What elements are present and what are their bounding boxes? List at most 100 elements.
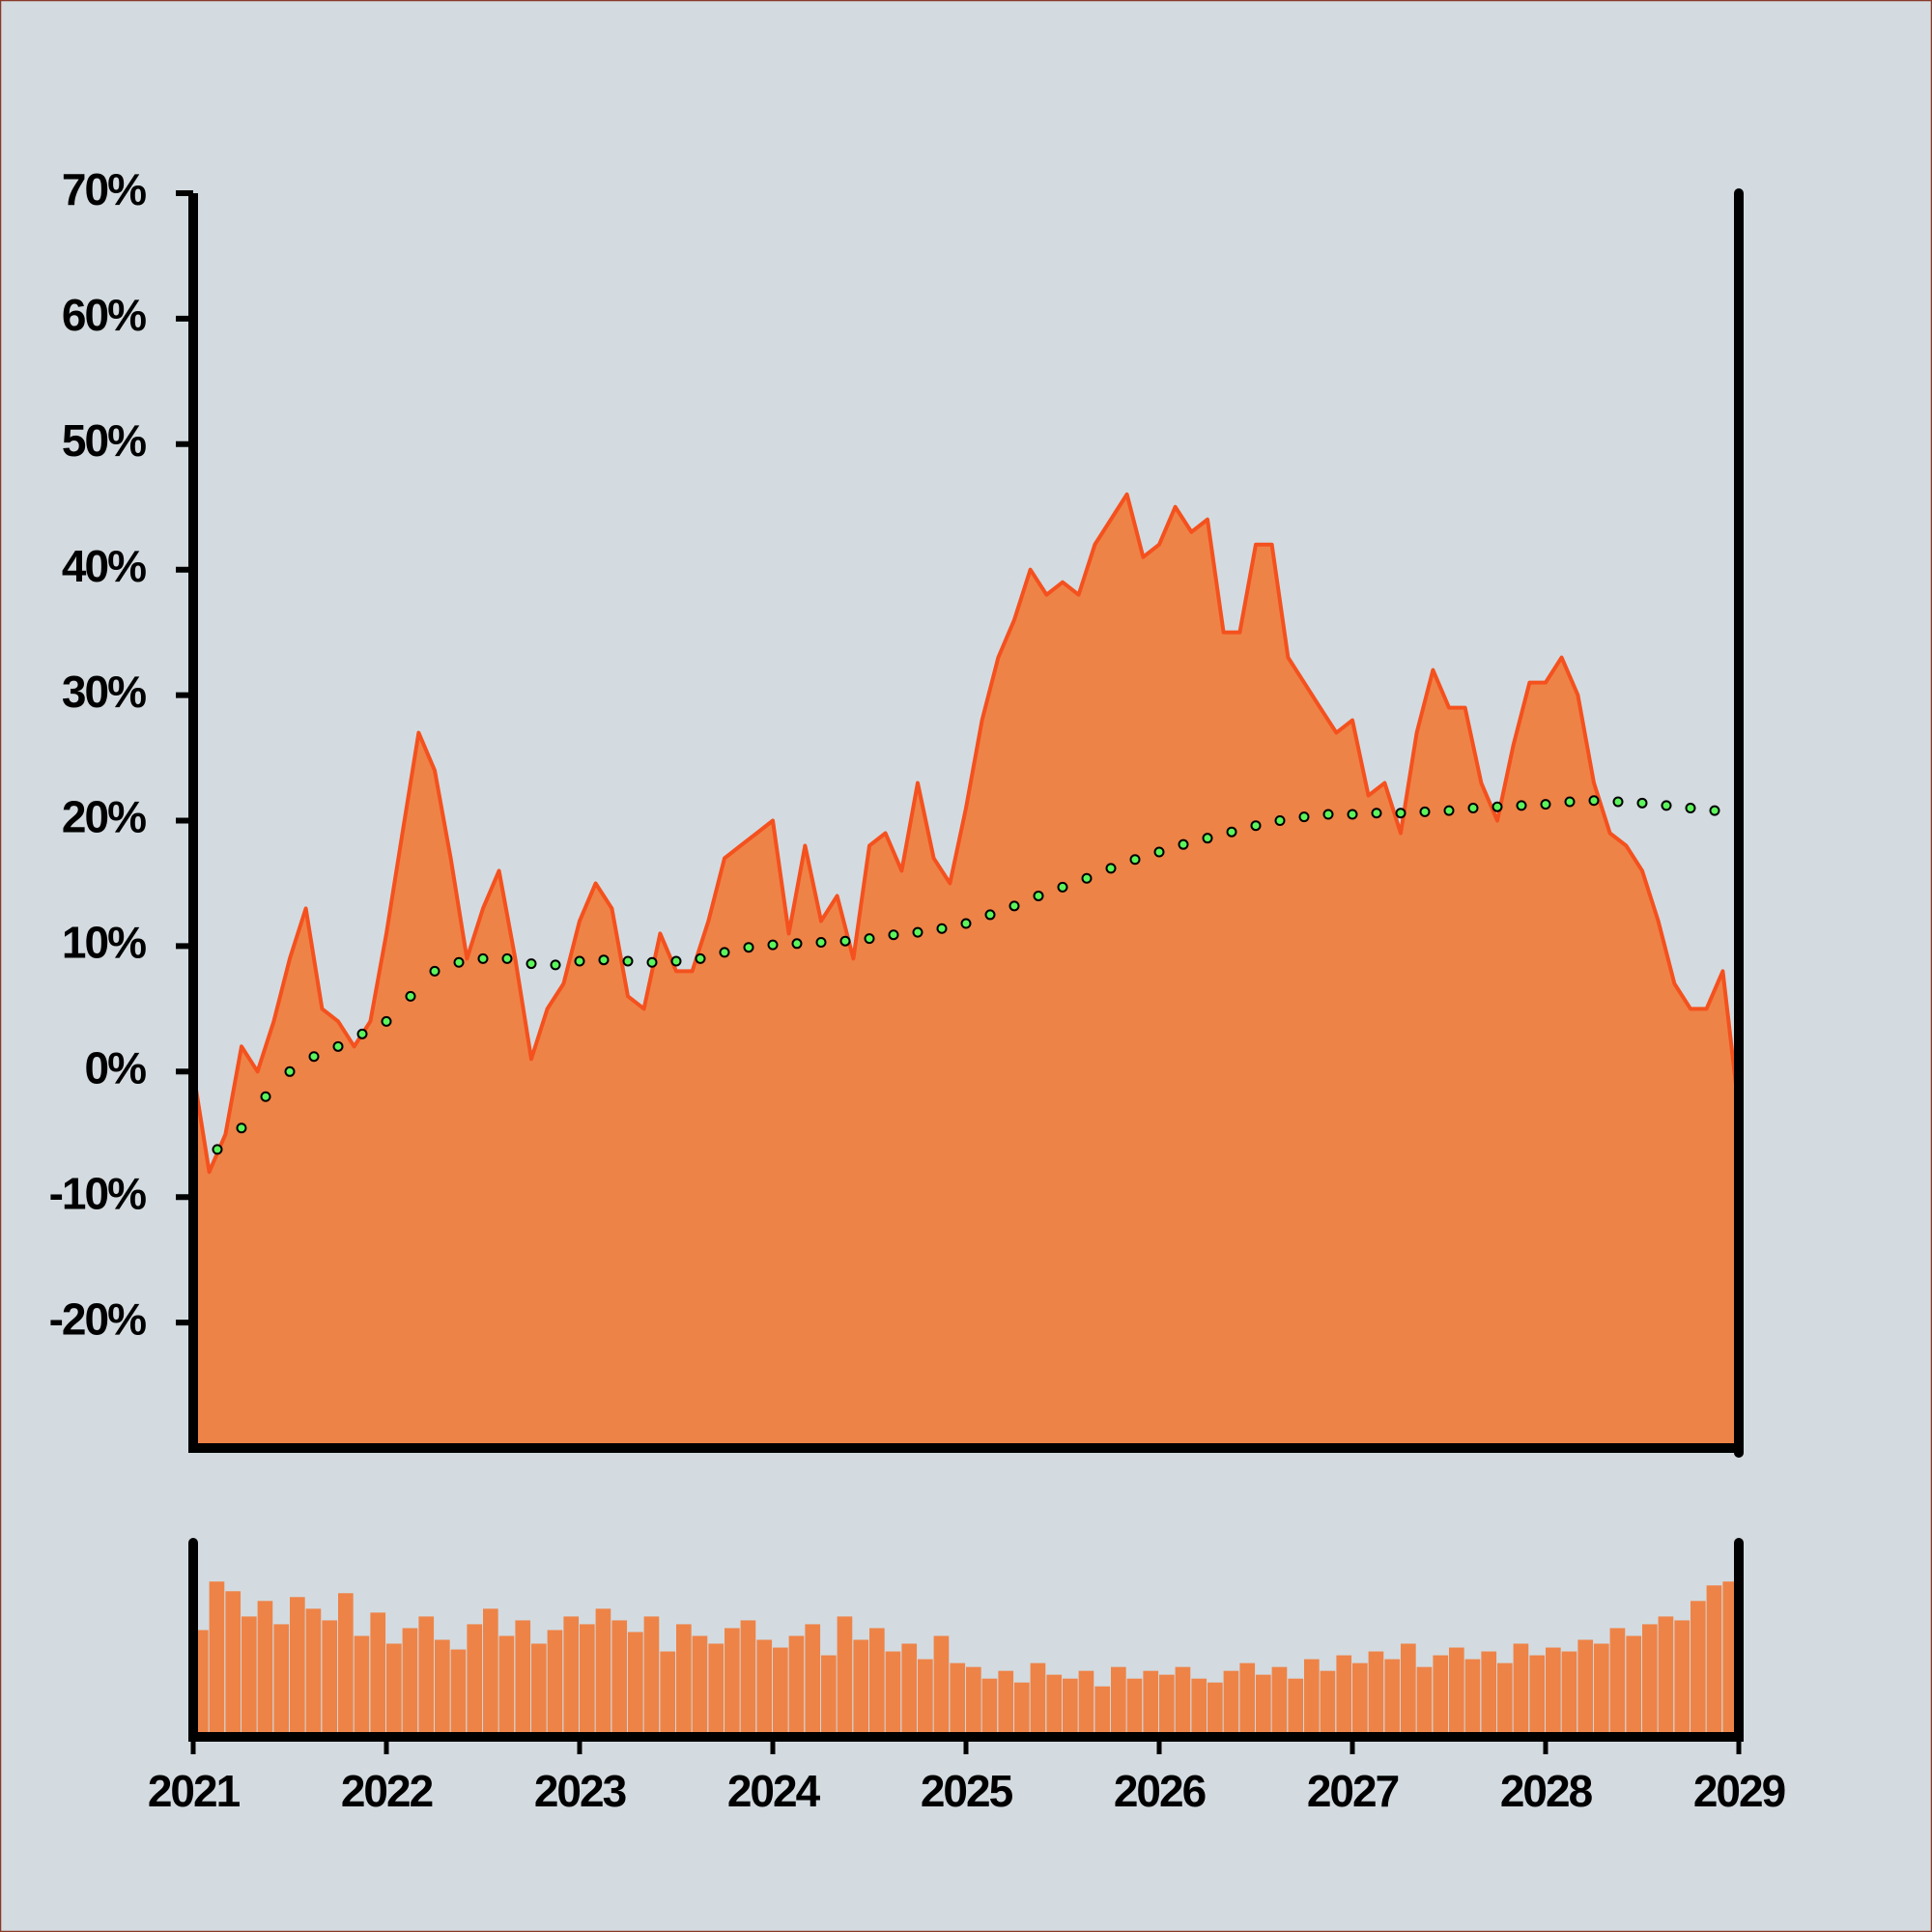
volume-bar	[981, 1678, 998, 1737]
volume-bar	[1481, 1651, 1497, 1737]
volume-bar	[1143, 1670, 1159, 1737]
volume-bar	[242, 1616, 257, 1737]
volume-bar	[740, 1620, 756, 1737]
volume-bar	[290, 1597, 305, 1737]
volume-bar	[885, 1651, 901, 1737]
volume-bar	[1256, 1674, 1271, 1737]
volume-bar	[1352, 1662, 1368, 1737]
x-tick-label: 2023	[534, 1766, 626, 1816]
volume-bar	[483, 1608, 498, 1737]
average-dot	[1564, 796, 1576, 808]
volume-bar	[1288, 1678, 1304, 1737]
volume-bar	[1126, 1678, 1143, 1737]
volume-bar	[1208, 1682, 1223, 1737]
volume-bar	[805, 1624, 821, 1737]
average-dot	[1443, 805, 1455, 816]
average-dot	[526, 958, 537, 970]
average-dot	[1395, 808, 1406, 819]
y-tick-label: 50%	[62, 415, 146, 466]
volume-bar	[1368, 1651, 1384, 1737]
y-tick-label: 0%	[85, 1042, 147, 1093]
average-dot	[864, 933, 875, 945]
average-dot	[1226, 826, 1237, 838]
average-dot	[1588, 795, 1600, 807]
volume-bar	[1336, 1655, 1352, 1737]
average-dot	[598, 954, 610, 966]
average-dot	[1250, 820, 1262, 832]
average-dot	[1322, 809, 1334, 820]
volume-bar	[225, 1591, 242, 1737]
x-tick-label: 2022	[341, 1766, 433, 1816]
volume-bar	[660, 1651, 676, 1737]
volume-bar	[386, 1643, 402, 1737]
y-tick-label: 30%	[62, 667, 146, 717]
x-tick-label: 2021	[148, 1766, 241, 1816]
average-dot	[260, 1091, 271, 1102]
average-dot	[429, 965, 440, 977]
average-dot	[888, 929, 899, 941]
volume-bar	[837, 1616, 853, 1737]
average-dot	[695, 952, 706, 964]
average-dot	[1371, 808, 1382, 819]
volume-bar	[853, 1639, 869, 1737]
volume-bar	[1271, 1666, 1288, 1737]
volume-bar	[1674, 1620, 1690, 1737]
average-dot	[960, 918, 972, 929]
volume-bar	[1513, 1643, 1529, 1737]
volume-bar	[563, 1616, 580, 1737]
average-dot	[646, 956, 658, 968]
volume-bar	[1175, 1666, 1191, 1737]
volume-bar	[322, 1620, 338, 1737]
volume-bar	[1433, 1655, 1449, 1737]
average-dot	[839, 935, 851, 947]
volume-bar	[1223, 1670, 1239, 1737]
volume-bar	[611, 1620, 628, 1737]
volume-bar	[338, 1593, 354, 1737]
volume-bar	[1464, 1659, 1481, 1737]
volume-bar	[1111, 1666, 1126, 1737]
volume-bar	[305, 1608, 322, 1737]
volume-bar	[1078, 1670, 1094, 1737]
average-dot	[622, 955, 634, 967]
volume-bar	[643, 1616, 660, 1737]
average-dot	[574, 955, 585, 967]
volume-bar	[1449, 1647, 1464, 1737]
average-dot	[984, 909, 996, 921]
volume-bar	[756, 1639, 773, 1737]
y-tick-label: -20%	[49, 1293, 146, 1344]
volume-bar	[531, 1643, 547, 1737]
volume-bar	[1320, 1670, 1336, 1737]
average-dot	[912, 926, 923, 938]
volume-bar	[402, 1628, 418, 1737]
volume-bar	[1416, 1666, 1433, 1737]
volume-bar	[821, 1655, 837, 1737]
volume-bar	[1577, 1639, 1594, 1737]
y-tick-label: 20%	[62, 792, 146, 842]
average-dot	[1105, 863, 1117, 874]
volume-bar	[273, 1624, 290, 1737]
volume-bar	[1626, 1635, 1642, 1737]
x-tick-label: 2029	[1693, 1766, 1785, 1816]
volume-bar	[1063, 1678, 1078, 1737]
y-tick-label: 60%	[62, 290, 146, 340]
volume-bar	[450, 1649, 467, 1737]
average-dot	[1612, 796, 1624, 808]
average-dot	[719, 947, 730, 958]
average-dot	[767, 939, 779, 951]
volume-bar	[515, 1620, 531, 1737]
average-dot	[1009, 900, 1020, 912]
volume-bar	[1030, 1662, 1046, 1737]
volume-bar	[628, 1632, 643, 1737]
average-dot	[236, 1122, 247, 1134]
volume-bar	[580, 1624, 595, 1737]
average-dot	[501, 952, 513, 964]
volume-bar	[933, 1635, 950, 1737]
average-dot	[1636, 797, 1648, 809]
volume-bar	[370, 1612, 386, 1737]
x-tick-label: 2027	[1307, 1766, 1399, 1816]
volume-bar	[966, 1666, 981, 1737]
volume-bar	[209, 1581, 225, 1737]
average-dot	[381, 1015, 392, 1027]
volume-bar	[1384, 1659, 1401, 1737]
